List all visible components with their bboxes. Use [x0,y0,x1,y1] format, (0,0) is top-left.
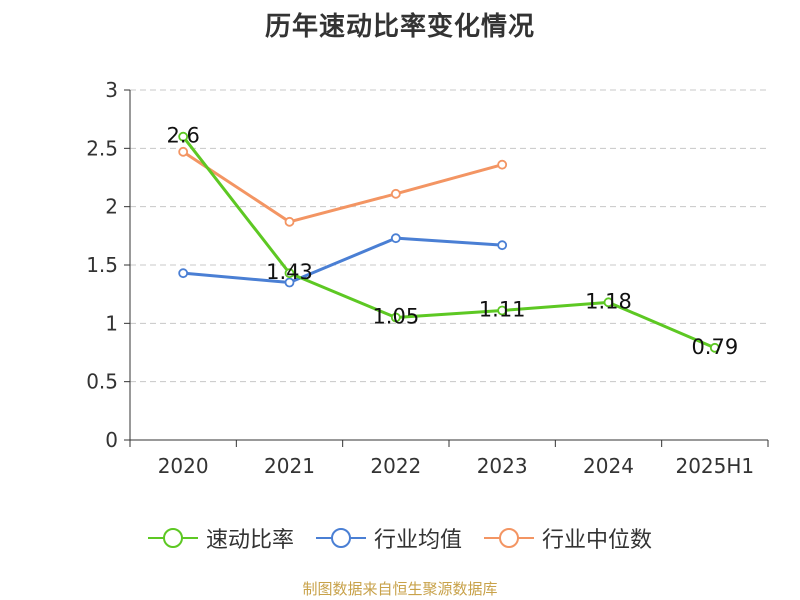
series-line [181,135,716,350]
x-tick-label: 2021 [264,454,315,478]
y-tick-label: 0.5 [86,370,118,394]
y-tick-label: 1 [105,311,118,335]
legend-marker-icon [147,528,198,548]
data-point [497,159,508,170]
series-layer [178,131,720,353]
x-tick-label: 2024 [583,454,634,478]
data-label: 1.05 [372,305,419,329]
data-point [390,233,401,244]
data-point [390,188,401,199]
data-label-layer: 2.6 1.43 1.05 1.11 1.18 0.79 [166,124,738,359]
legend-label: 行业中位数 [542,528,653,553]
data-point [284,216,295,227]
data-label: 0.79 [691,335,738,359]
x-tick-label: 2022 [370,454,421,478]
legend-item[interactable]: 行业均值 [315,522,462,554]
data-label: 1.43 [266,260,313,284]
series-line [182,150,503,224]
data-point [284,277,295,288]
x-tick-label: 2025H1 [675,454,754,478]
chart-title: 历年速动比率变化情况 [264,12,535,42]
legend-item[interactable]: 行业中位数 [484,522,652,554]
grid-layer [130,89,768,383]
legend-marker-icon [484,528,534,548]
legend-label: 行业均值 [373,528,462,553]
data-point [497,240,508,251]
y-tick-label: 2.5 [86,136,118,160]
y-tick-label: 2 [105,195,118,219]
source-note: 制图数据来自恒生聚源数据库 [302,580,498,598]
y-tick-label: 1.5 [86,253,118,277]
data-point [709,342,720,353]
legend-label: 速动比率 [205,528,294,553]
legend: 速动比率 行业均值 行业中位数 [0,520,800,556]
legend-marker-icon [315,528,366,548]
legend-item[interactable]: 速动比率 [147,522,294,554]
data-label: 2.6 [166,124,199,148]
data-point [603,297,614,308]
y-tick-label: 3 [105,78,118,102]
data-point [497,305,508,316]
data-point [178,131,189,142]
series-line [183,236,503,284]
data-label: 1.11 [479,298,526,322]
data-point [178,146,189,157]
data-point [390,312,401,323]
x-tick-label: 2020 [158,454,209,478]
x-tick-label: 2023 [477,454,528,478]
data-point [284,268,295,279]
axis-layer: 0 0.5 1 1.5 2 2.5 3 2020 2021 2022 2023 2024 2025H1 [86,78,769,478]
y-tick-label: 0 [105,428,118,452]
data-point [178,268,189,279]
data-label: 1.18 [585,289,632,313]
